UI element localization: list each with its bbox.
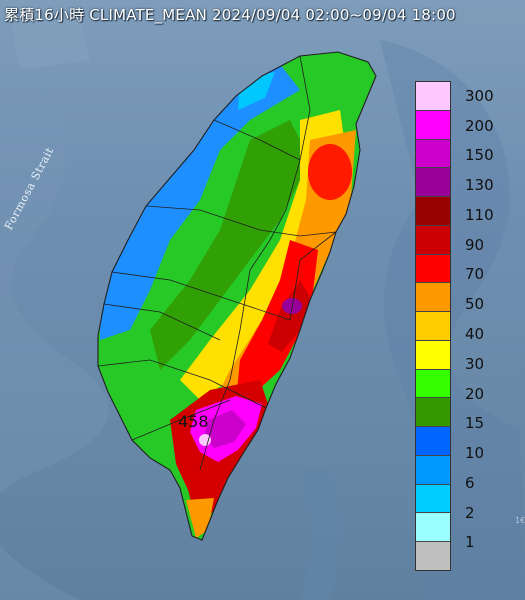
legend-label: 15	[465, 414, 485, 433]
zone-15mm	[150, 120, 310, 370]
legend-swatch	[416, 484, 450, 514]
legend-swatch	[416, 139, 450, 169]
legend-label	[455, 557, 515, 569]
legend-swatch	[416, 197, 450, 226]
legend-swatch	[416, 513, 450, 543]
map-title: 累積16小時 CLIMATE_MEAN 2024/09/04 02:00~09/…	[4, 6, 456, 24]
legend-swatch	[416, 398, 450, 428]
legend-label: 70	[465, 265, 485, 284]
legend-swatch	[416, 312, 450, 341]
corner-mark: 1€	[515, 516, 525, 525]
legend-label: 40	[465, 325, 485, 343]
legend-swatch	[416, 225, 450, 255]
legend-label: 1	[465, 533, 475, 552]
zone-50mm	[210, 130, 356, 410]
legend-swatch	[416, 455, 450, 485]
legend-labels: 300 200 150 130 110 90 70 50 40 30 20 15 10 6 2 1	[455, 81, 515, 569]
legend-label: 130	[465, 176, 494, 195]
legend-swatch	[416, 340, 450, 370]
legend-label: 10	[465, 444, 485, 463]
legend-swatch	[416, 542, 450, 571]
legend-label: 2	[465, 503, 475, 522]
legend-label: 30	[465, 354, 485, 373]
legend-swatch	[416, 283, 450, 313]
legend-label: 50	[465, 295, 485, 314]
legend-swatch	[416, 369, 450, 399]
legend-color-bar	[415, 81, 451, 571]
legend-label: 6	[465, 473, 475, 492]
county-boundaries	[97, 51, 377, 541]
legend-label: 90	[465, 235, 485, 254]
zone-300mm-max	[199, 434, 211, 446]
legend-swatch	[416, 110, 450, 140]
legend-label: 150	[465, 146, 494, 165]
max-rainfall-label: 458	[178, 412, 209, 431]
zone-10mm	[100, 64, 300, 340]
legend-label: 110	[465, 205, 494, 224]
legend-swatch	[416, 427, 450, 456]
legend-label: 200	[465, 116, 494, 135]
legend-label: 20	[465, 384, 485, 403]
legend-swatch	[416, 254, 450, 284]
zone-70mm-northeast	[308, 144, 352, 200]
legend-swatch	[416, 168, 450, 198]
legend-label: 300	[465, 86, 494, 105]
zone-90mm	[268, 280, 312, 352]
legend-swatch	[416, 82, 450, 111]
